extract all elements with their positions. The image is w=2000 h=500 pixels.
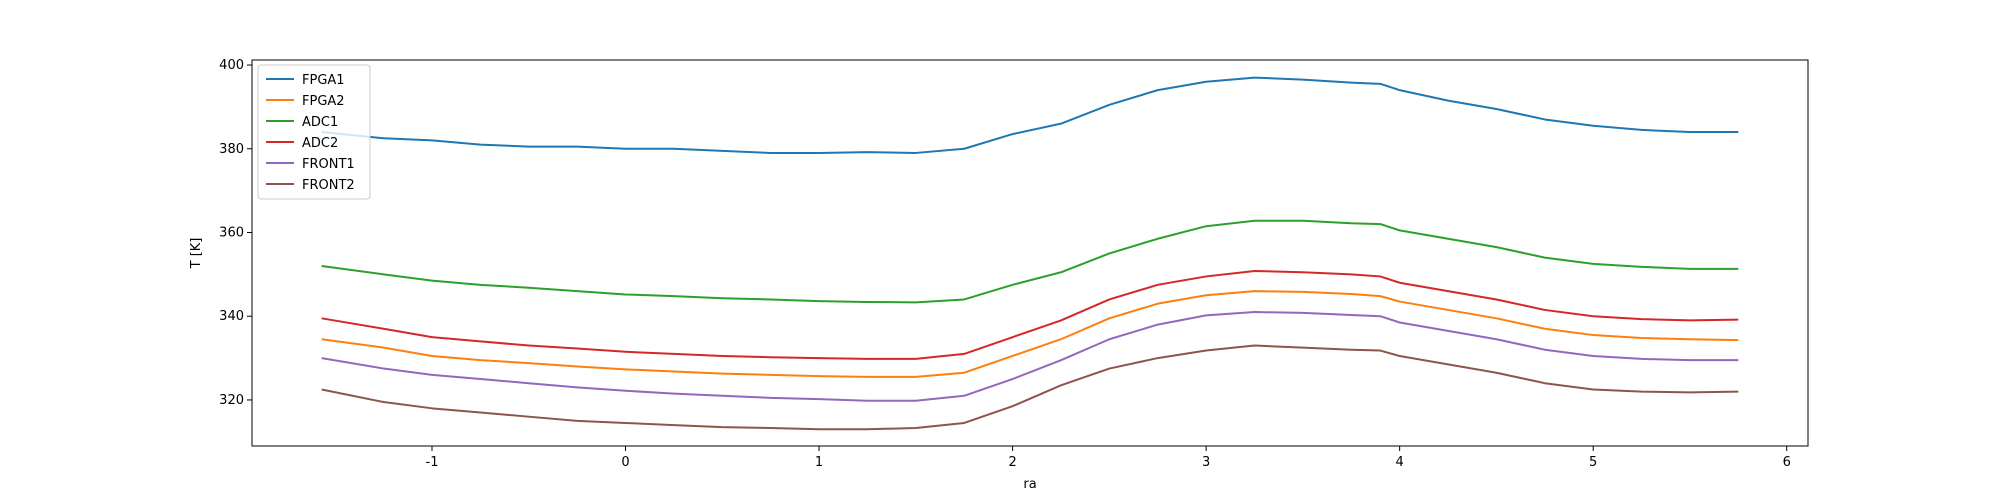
y-tick-label: 360	[219, 225, 244, 240]
series-line	[321, 290, 1739, 378]
x-tick-label: 5	[1589, 455, 1597, 470]
legend: FPGA1 FPGA2 ADC1 ADC2 FRONT1 FRONT2	[257, 64, 371, 200]
y-axis-label: T [K]	[189, 238, 204, 270]
legend-label: FRONT1	[302, 157, 355, 172]
legend-label: ADC1	[302, 115, 338, 130]
x-axis-label: ra	[1023, 477, 1036, 492]
y-tick-label: 400	[219, 58, 244, 73]
series-line	[321, 76, 1739, 154]
x-tick-label: 3	[1202, 455, 1210, 470]
y-tick-label: 320	[219, 393, 244, 408]
x-tick-label: 1	[815, 455, 823, 470]
legend-label: FPGA1	[302, 73, 345, 88]
y-tick-label: 340	[219, 309, 244, 324]
legend-label: FRONT2	[302, 178, 355, 193]
x-tick-label: 0	[621, 455, 629, 470]
series-line	[321, 311, 1739, 402]
series-line	[321, 344, 1739, 431]
plot-frame	[251, 59, 1809, 447]
y-tick-label: 380	[219, 142, 244, 157]
legend-label: FPGA2	[302, 94, 345, 109]
x-tick-label: 2	[1008, 455, 1016, 470]
legend-box	[257, 64, 371, 200]
series-line	[321, 270, 1739, 360]
legend-label: ADC2	[302, 136, 338, 151]
series-line	[321, 219, 1739, 304]
x-tick-label: 4	[1396, 455, 1404, 470]
x-tick-label: -1	[426, 455, 439, 470]
x-tick-label: 6	[1783, 455, 1791, 470]
